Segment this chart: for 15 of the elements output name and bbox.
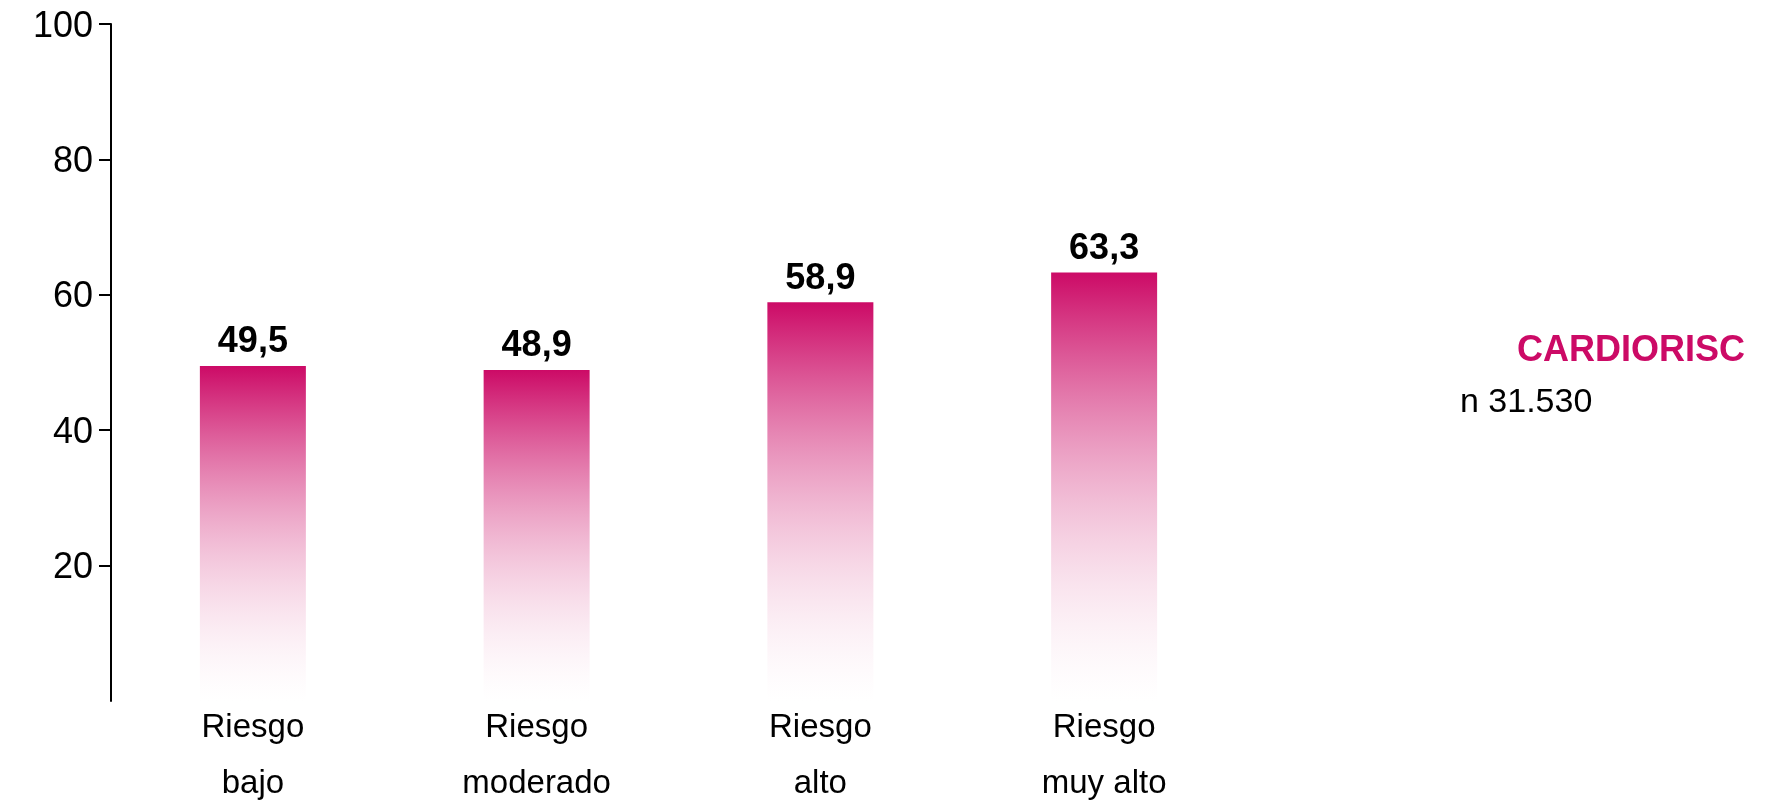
y-tick-label: 20 <box>52 545 93 587</box>
text: CARDIORISC <box>1516 327 1746 369</box>
text: n 31.530 <box>1460 381 1593 419</box>
x-tick-label: Riesgo moderado <box>462 706 611 800</box>
x-tick-label: Riesgo alto <box>769 706 872 800</box>
text: 49,5 <box>217 319 288 361</box>
y-tick-label: 60 <box>52 274 93 316</box>
x-tick-label: Riesgo muy alto <box>1041 706 1167 800</box>
y-tick-label: 80 <box>52 138 93 180</box>
x-tick-label: Riesgo bajo <box>201 706 305 800</box>
text: 63,3 <box>1069 225 1140 267</box>
text: 58,9 <box>785 255 856 297</box>
y-tick-label: 40 <box>52 409 93 451</box>
text: 48,9 <box>501 323 572 365</box>
y-tick-label: 100 <box>32 3 93 45</box>
